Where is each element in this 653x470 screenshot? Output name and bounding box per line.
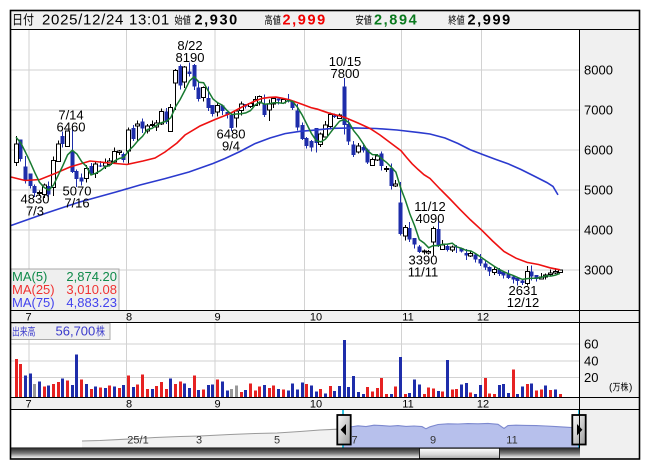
svg-text:10: 10 <box>310 399 322 411</box>
svg-text:8190: 8190 <box>176 50 205 65</box>
svg-text:60: 60 <box>584 337 598 352</box>
svg-text:20: 20 <box>584 370 598 385</box>
svg-text:7: 7 <box>25 399 31 411</box>
svg-text:8: 8 <box>126 399 132 411</box>
svg-text:7/3: 7/3 <box>26 204 44 219</box>
svg-text:MA(25): MA(25) <box>12 282 55 297</box>
svg-text:2,874.20: 2,874.20 <box>66 269 117 284</box>
svg-text:5: 5 <box>274 435 280 447</box>
svg-text:8000: 8000 <box>584 63 613 78</box>
svg-text:3: 3 <box>196 435 202 447</box>
svg-text:3000: 3000 <box>584 263 613 278</box>
svg-text:40: 40 <box>584 354 598 369</box>
svg-text:2631: 2631 <box>509 283 538 298</box>
svg-text:4090: 4090 <box>416 211 445 226</box>
svg-text:2025/12/24 13:01: 2025/12/24 13:01 <box>42 12 170 29</box>
svg-text:9: 9 <box>214 399 220 411</box>
svg-text:10/15: 10/15 <box>329 54 362 69</box>
svg-text:25/1: 25/1 <box>127 435 148 447</box>
svg-text:2,999: 2,999 <box>468 13 512 29</box>
svg-text:MA(5): MA(5) <box>12 269 47 284</box>
svg-text:7: 7 <box>25 312 31 324</box>
svg-text:6460: 6460 <box>57 120 86 135</box>
svg-text:9/4: 9/4 <box>222 139 240 154</box>
svg-text:6000: 6000 <box>584 143 613 158</box>
svg-text:7: 7 <box>351 435 357 447</box>
svg-text:MA(75): MA(75) <box>12 295 55 310</box>
svg-text:2,999: 2,999 <box>283 13 327 29</box>
svg-text:11/12: 11/12 <box>414 199 446 214</box>
svg-text:5070: 5070 <box>63 184 92 199</box>
svg-text:2,894: 2,894 <box>374 13 418 29</box>
svg-text:11/11: 11/11 <box>408 265 439 280</box>
svg-text:4000: 4000 <box>584 223 613 238</box>
svg-text:7/16: 7/16 <box>64 196 89 211</box>
svg-text:12: 12 <box>477 399 489 411</box>
svg-text:11: 11 <box>402 399 413 411</box>
svg-text:11: 11 <box>506 435 517 447</box>
svg-text:12/12: 12/12 <box>507 295 540 310</box>
svg-text:3,010.08: 3,010.08 <box>66 282 117 297</box>
svg-text:7000: 7000 <box>584 103 613 118</box>
svg-text:56,700: 56,700 <box>56 324 96 339</box>
svg-text:7/14: 7/14 <box>58 108 83 123</box>
svg-text:11: 11 <box>402 312 413 324</box>
svg-text:8: 8 <box>126 312 132 324</box>
svg-text:9: 9 <box>214 312 220 324</box>
svg-text:8/22: 8/22 <box>177 38 202 53</box>
svg-text:): ) <box>629 383 632 394</box>
svg-text:(: ( <box>609 383 613 394</box>
svg-text:10: 10 <box>310 312 322 324</box>
svg-text:9: 9 <box>430 435 436 447</box>
svg-text:6480: 6480 <box>217 127 246 142</box>
svg-text:12: 12 <box>477 312 489 324</box>
svg-text:3390: 3390 <box>409 253 438 268</box>
svg-text:5000: 5000 <box>584 183 613 198</box>
svg-text:2,930: 2,930 <box>195 13 239 29</box>
svg-text:4830: 4830 <box>21 192 50 207</box>
svg-text:4,883.23: 4,883.23 <box>66 295 117 310</box>
svg-text:7800: 7800 <box>331 66 360 81</box>
